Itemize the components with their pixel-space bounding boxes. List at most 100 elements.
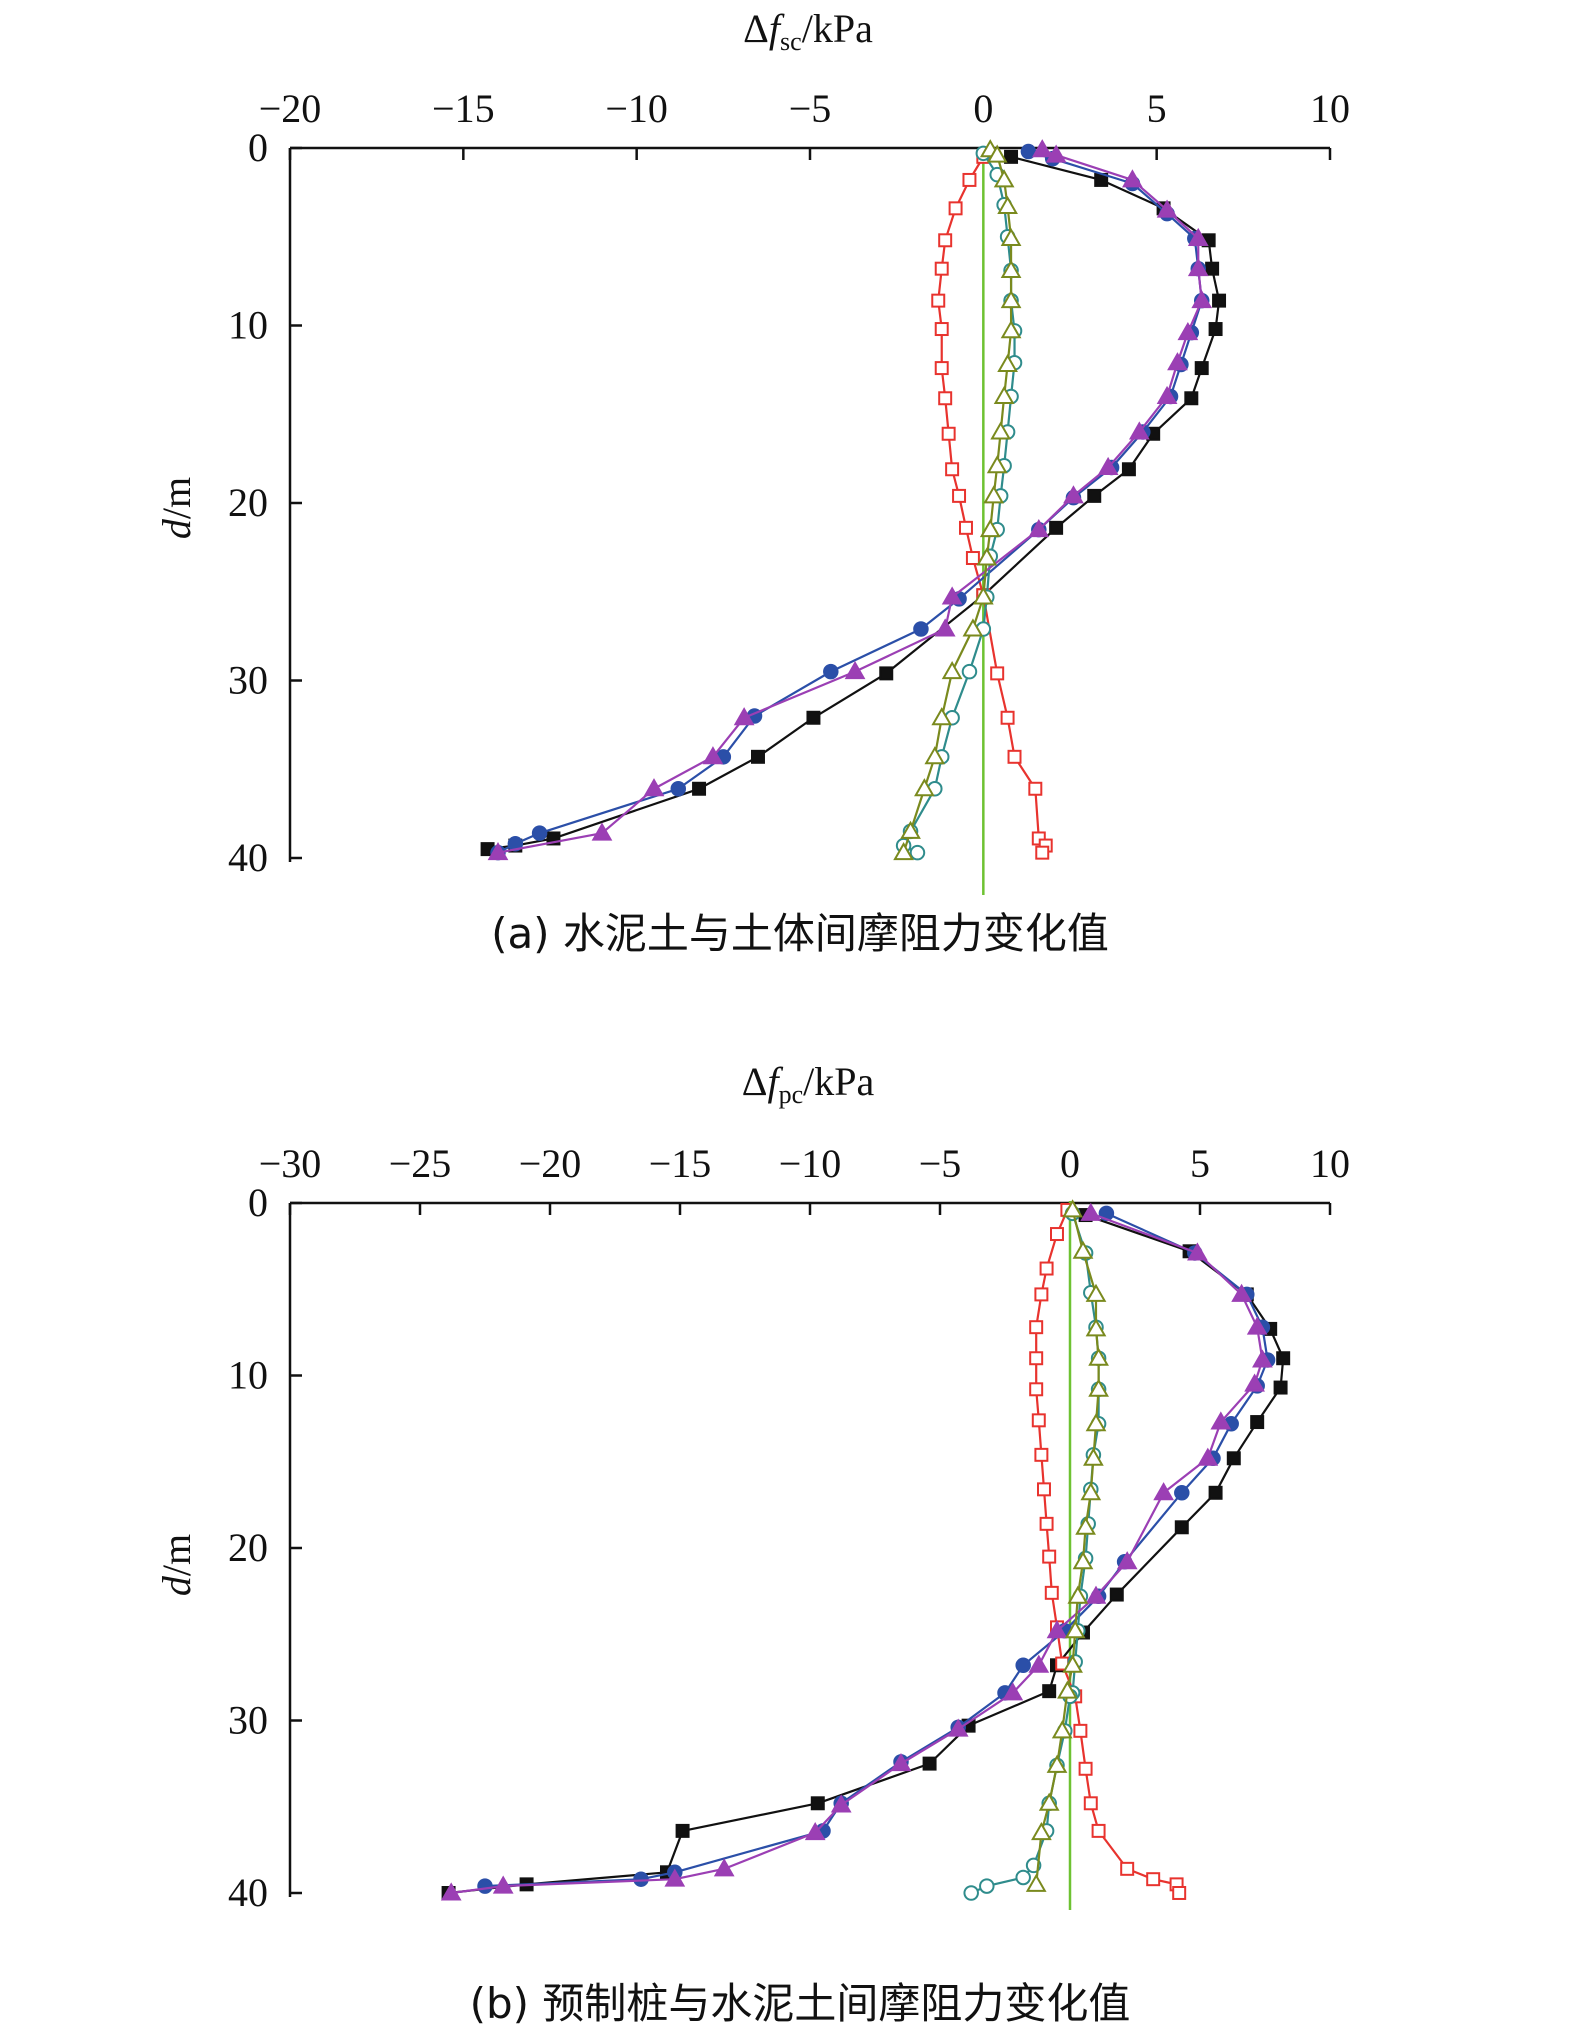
chart-a-series-1-point <box>692 781 707 796</box>
chart-b-series-3 <box>477 1205 1276 1894</box>
chart-b-series-5-point <box>1046 1620 1068 1639</box>
chart-b-series-5-point <box>1231 1283 1252 1302</box>
chart-a-series-6-point <box>976 547 998 566</box>
chart-b-series-4-point <box>1015 1869 1031 1886</box>
chart-b-series-5-point <box>1244 1373 1265 1392</box>
chart-b-series-6 <box>1025 1199 1109 1892</box>
chart-a-series-2-point <box>1028 781 1043 796</box>
chart-b-series-6-point <box>1088 1347 1109 1366</box>
chart-a-series-1-point <box>1087 488 1102 503</box>
chart-a-series-2-point <box>1007 749 1022 764</box>
chart-b-series-1-point <box>1276 1351 1291 1366</box>
chart-a-series-5-point <box>1156 199 1178 218</box>
chart-b-series-6-point <box>1085 1283 1107 1302</box>
chart-a-series-2-point <box>945 462 960 477</box>
chart-b-series-4-line <box>970 1213 1100 1895</box>
chart-b-series-1 <box>441 1208 1291 1900</box>
chart-b-series-5-point <box>1002 1682 1024 1701</box>
chart-b-series-4-point <box>979 1878 995 1894</box>
chart-a-xlabel: Δfsc/kPa <box>743 6 873 56</box>
chart-a-x-tick-label: −15 <box>432 86 495 131</box>
chart-a-series-2-point <box>990 666 1005 681</box>
chart-b-series-2-point <box>1044 1585 1059 1600</box>
chart-b-series-1-point <box>1109 1587 1124 1602</box>
chart-a-series-6-point <box>993 385 1015 404</box>
chart-a-series-1-point <box>806 710 821 725</box>
chart-b-x-tick-label: 0 <box>1060 1141 1080 1186</box>
chart-a-series-3-point <box>507 836 524 852</box>
chart-a-series-1-point <box>1205 261 1220 276</box>
chart-b-series-1-point <box>810 1796 825 1811</box>
chart-b-x-tick-label: −5 <box>919 1141 962 1186</box>
chart-a-series-5-point <box>1191 289 1213 309</box>
chart-b-x-tick-label: −15 <box>649 1141 712 1186</box>
chart-a-series-2-line <box>937 156 1047 854</box>
chart-b-series-1-point <box>1042 1684 1057 1699</box>
chart-b-series-6-point <box>1057 1680 1078 1699</box>
chart-a-ylabel-unit: /m <box>154 477 199 519</box>
chart-a-series-4-point <box>961 663 978 680</box>
chart-b-series-6-point <box>1083 1447 1104 1466</box>
chart-b-friction-pile: Δfpc/kPa d/m −30 −25 −20 −15 −10 −5 0 5 10 0 10 20 3… <box>154 1059 1350 2028</box>
chart-a-series-1-point <box>1049 520 1064 535</box>
chart-a-series-2-point <box>934 361 949 376</box>
chart-a-series-3-point <box>1020 143 1037 160</box>
chart-b-ylabel: d/m <box>154 1534 199 1596</box>
chart-b-series-6-point <box>1080 1482 1102 1501</box>
chart-b-series-2-point <box>1083 1796 1098 1811</box>
chart-b-x-tick-label: −25 <box>389 1141 452 1186</box>
chart-a-x-tick-label: 5 <box>1147 86 1167 131</box>
chart-b-series-5-line <box>451 1212 1264 1895</box>
chart-a-caption: (a) 水泥土与土体间摩阻力变化值 <box>491 909 1109 958</box>
chart-b-series-5-point <box>1080 1202 1102 1221</box>
chart-a-y-tick-label: 20 <box>228 480 268 525</box>
chart-a-series-6-point <box>1000 259 1022 278</box>
chart-b-series-2-point <box>1120 1861 1135 1876</box>
chart-b-series-6-line <box>1035 1209 1100 1885</box>
chart-a-series-2-point <box>941 426 956 441</box>
chart-a-series-6-point <box>924 746 946 765</box>
chart-a-ylabel-d: d <box>154 518 199 539</box>
chart-a-series-1-line <box>487 155 1221 851</box>
chart-a-series-5-point <box>1187 227 1209 247</box>
chart-b-series-6-point <box>1046 1754 1068 1773</box>
chart-a-series-1-point <box>1004 149 1019 164</box>
chart-b-series-5-point <box>1197 1447 1219 1466</box>
chart-b-xlabel-unit: /kPa <box>803 1059 874 1104</box>
chart-a-series-2-point <box>965 551 980 565</box>
chart-a-series-6-point <box>1000 320 1022 339</box>
chart-b-series-1-point <box>1226 1451 1241 1466</box>
chart-b-series-6-point <box>1051 1720 1073 1739</box>
chart-b-xlabel-delta: Δ <box>742 1059 768 1104</box>
chart-b-x-tick-label: −20 <box>519 1141 582 1186</box>
chart-a-x-tick-label: −5 <box>789 86 832 131</box>
chart-b-series-5 <box>440 1202 1273 1901</box>
chart-b-series-2-point <box>1050 1227 1064 1242</box>
chart-a-series-6-point <box>990 421 1012 440</box>
chart-a-series-4-point <box>909 844 926 861</box>
chart-a-x-tick-label: 0 <box>973 86 993 131</box>
chart-b-y-tick-label: 20 <box>228 1525 268 1570</box>
chart-b-series-5-point <box>1116 1551 1138 1570</box>
chart-b-series-6-point <box>1072 1240 1094 1259</box>
chart-a-series-6-point <box>972 586 994 605</box>
chart-b-series-2-point <box>1029 1320 1044 1335</box>
chart-a-ylabel: d/m <box>154 477 199 539</box>
chart-a-xlabel-unit: /kPa <box>802 6 873 51</box>
chart-a-series-1 <box>480 149 1227 857</box>
chart-a-series-5-point <box>487 842 509 861</box>
chart-a-series-5-point <box>1063 485 1084 504</box>
chart-a-series-2-point <box>952 488 967 503</box>
chart-a-xlabel-sub: sc <box>780 27 802 56</box>
chart-a-y-tick-label: 40 <box>228 835 268 880</box>
chart-b-series-4-point <box>963 1885 979 1901</box>
chart-b-series-6-point <box>1062 1199 1083 1218</box>
chart-b-series-2-point <box>1029 1351 1044 1366</box>
chart-a-series-3-point <box>531 825 548 841</box>
chart-a-series-5-point <box>1028 518 1050 538</box>
chart-b-series-2-point <box>1172 1886 1187 1900</box>
chart-a-series-1-point <box>879 666 894 681</box>
chart-a-series-2-point <box>948 201 963 216</box>
chart-b-ylabel-d: d <box>154 1575 199 1596</box>
chart-b-series-2-point <box>1034 1287 1049 1302</box>
